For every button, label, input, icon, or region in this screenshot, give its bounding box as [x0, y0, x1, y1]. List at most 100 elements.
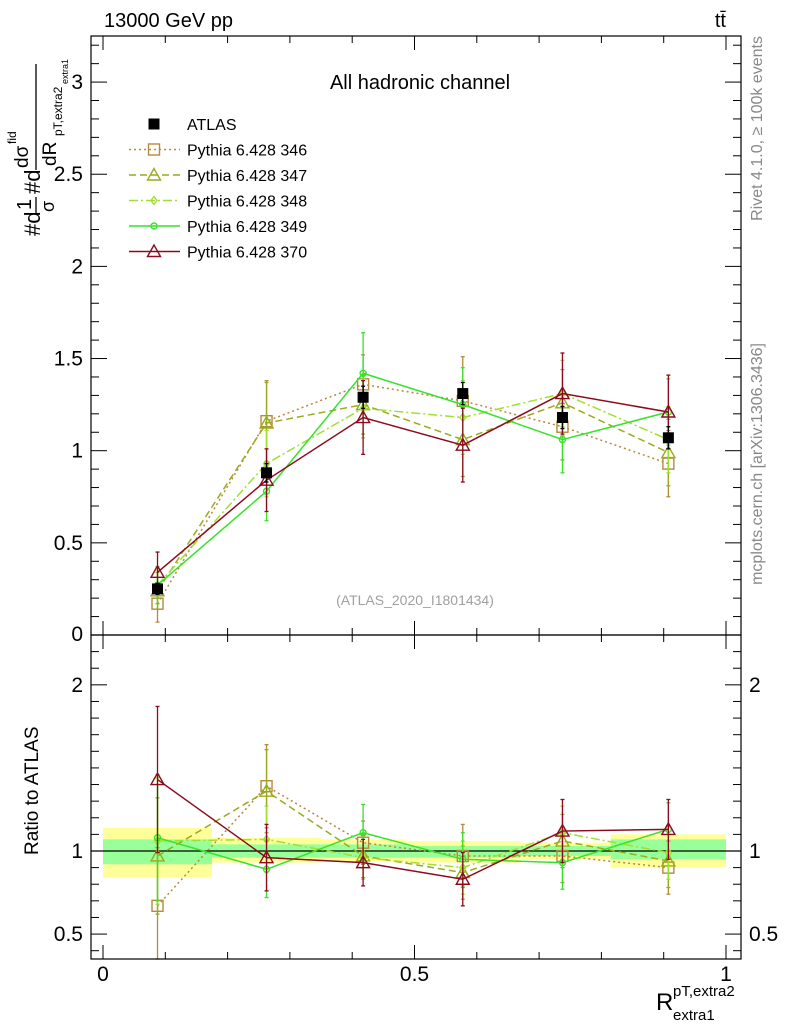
ratio-error-bar: [264, 823, 269, 892]
ratio-series: [153, 773, 673, 902]
y-tick-label: 0: [71, 623, 83, 646]
series-line: [156, 392, 669, 586]
legend-marker: [150, 195, 158, 206]
data-point: [359, 369, 367, 377]
data-point: [455, 437, 471, 451]
legend-marker: [146, 167, 162, 181]
ratio-point: [554, 823, 571, 837]
series-line: [156, 383, 669, 605]
atlas-point: [261, 467, 273, 479]
y-label-d2: #d: [20, 170, 45, 194]
series-349: [153, 332, 673, 605]
series-atlas: [152, 381, 674, 596]
y-tick-label: 2: [71, 255, 83, 278]
x-axis-label: R pT,extra2 extra1: [656, 983, 735, 1024]
x-tick-label: 0.5: [400, 963, 429, 986]
series-line: [156, 401, 669, 592]
legend-marker: [146, 243, 162, 258]
y-label-fid: fid: [5, 131, 19, 144]
ratio-point: [660, 821, 677, 836]
data-point: [660, 404, 677, 418]
ratio-error-bar: [560, 798, 565, 864]
legend-label: Pythia 6.428 348: [187, 194, 307, 211]
plot-frame: [90, 634, 742, 960]
atlas-point: [662, 432, 674, 444]
series-347: [149, 368, 677, 610]
series-346: [151, 354, 675, 623]
ratio-error-bar: [666, 798, 671, 860]
y-tick-label: 3: [71, 71, 83, 94]
y-tick-label: 1.5: [54, 348, 83, 371]
legend-label: Pythia 6.428 349: [187, 219, 307, 236]
analysis-watermark: (ATLAS_2020_I1801434): [336, 592, 494, 608]
y-label-d1: #d: [20, 212, 45, 236]
y-tick-label: 0.5: [54, 532, 83, 555]
series-line: [157, 392, 669, 573]
ratio-error-bar: [155, 705, 160, 854]
ratio-line: [157, 778, 669, 881]
legend-label: Pythia 6.428 347: [187, 168, 307, 185]
y-label-dsigma: dσ: [12, 145, 33, 168]
atlas-point: [152, 583, 164, 595]
source-label: mcplots.cern.ch [arXiv:1306.3436]: [749, 343, 766, 585]
y-tick-label: 0.5: [54, 923, 83, 946]
data-point: [558, 435, 567, 444]
ratio-line: [156, 785, 669, 907]
y-tick-label: 2: [71, 674, 83, 697]
y-tick-label: 1: [71, 840, 83, 863]
atlas-point: [357, 391, 369, 403]
chart-title: All hadronic channel: [330, 72, 510, 94]
y-tick-label-right: 2: [749, 674, 761, 697]
x-tick-label: 1: [720, 963, 732, 986]
ratio-point: [455, 871, 471, 885]
y-label-sub: pT,extra2: [51, 86, 65, 136]
legend: ATLAS Pythia 6.428 346 Pythia 6.428 347 Pyt…: [129, 117, 307, 262]
legend-label: Pythia 6.428 370: [187, 245, 307, 262]
ratio-line: [157, 790, 669, 874]
series-line: [157, 372, 669, 586]
y-label-frac-den: σ: [38, 201, 58, 212]
ratio-error-bar: [460, 852, 465, 907]
x-label-sub: extra1: [673, 1007, 715, 1024]
data-point: [258, 472, 275, 486]
data-point: [355, 409, 371, 424]
legend-marker: [147, 143, 161, 156]
x-tick-label: 0: [97, 963, 109, 986]
y-tick-label-right: 0.5: [749, 923, 778, 946]
y-label-dR: dR: [40, 142, 61, 166]
ratio-y-label: Ratio to ATLAS: [22, 727, 43, 856]
ratio-line: [157, 831, 669, 869]
data-point: [258, 415, 275, 429]
legend-marker-atlas: [148, 118, 160, 130]
y-label-frac-num: 1: [14, 199, 36, 210]
x-label-sup: pT,extra2: [673, 983, 735, 1000]
legend-label: Pythia 6.428 346: [187, 143, 307, 160]
legend-label-atlas: ATLAS: [187, 117, 237, 134]
main-y-axis-label: #d 1 σ #d dσ fid dR pT,extra2 extra1: [5, 59, 70, 236]
ratio-point: [258, 849, 275, 864]
legend-marker: [150, 222, 158, 230]
data-point: [554, 385, 571, 400]
ratio-point: [149, 771, 166, 786]
y-tick-label: 2.5: [54, 163, 83, 186]
ratio-series: [149, 705, 677, 907]
ratio-point: [355, 854, 371, 869]
energy-label: 13000 GeV pp: [104, 10, 233, 32]
ratio-panel: 0.5 1 2 0.5 1 2 0 0.5 1: [54, 634, 778, 986]
main-panel: All hadronic channel (ATLAS_2020_I180143…: [54, 35, 742, 646]
process-label: tt̄: [715, 10, 727, 32]
ratio-point: [258, 783, 275, 797]
ratio-error-bar: [361, 838, 366, 887]
y-tick-label: 1: [71, 440, 83, 463]
x-label-main: R: [656, 989, 673, 1016]
ratio-point: [359, 829, 367, 837]
data-point: [149, 564, 166, 579]
ratio-line: [157, 828, 669, 871]
atlas-point: [457, 388, 469, 400]
y-label-subsub: extra1: [60, 59, 70, 84]
y-tick-label-right: 1: [749, 840, 761, 863]
series-348: [153, 359, 673, 605]
rivet-version-label: Rivet 4.1.0, ≥ 100k events: [749, 36, 766, 221]
error-bar: [460, 407, 465, 483]
